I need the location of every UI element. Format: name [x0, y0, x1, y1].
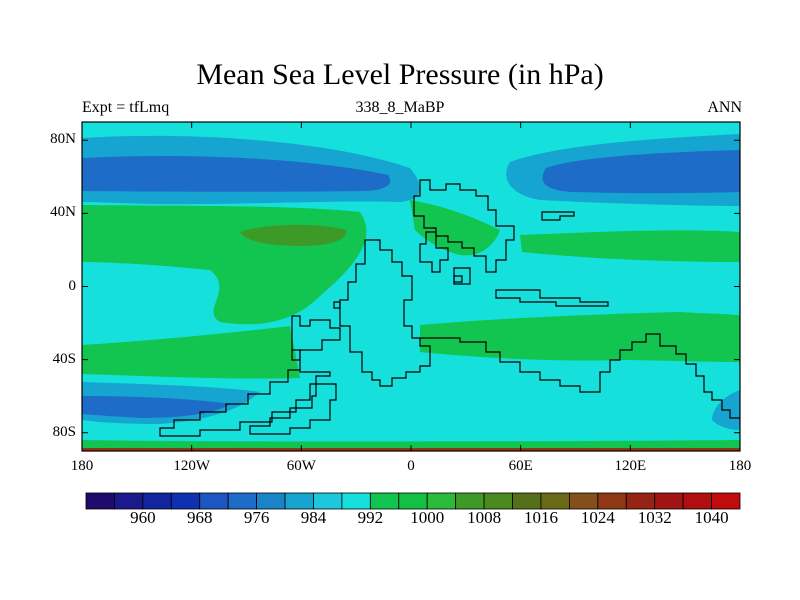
- colorbar-cell: [398, 492, 428, 510]
- colorbar-cell: [313, 492, 343, 510]
- x-tick-label: 60E: [508, 458, 533, 474]
- colorbar-cell: [142, 492, 172, 510]
- coast-south-chain-1: [159, 349, 331, 437]
- y-tick-label: 80S: [52, 423, 76, 440]
- tick-marks: [81, 122, 741, 451]
- colorbar-cell: [256, 492, 286, 510]
- field-north-green-asia: [410, 200, 500, 256]
- colorbar-cell: [568, 492, 599, 510]
- colorbar-cell: [369, 492, 400, 510]
- colorbar-cell: [711, 492, 741, 510]
- coast-south-chain-2: [249, 383, 337, 435]
- x-tick-label: 0: [407, 458, 415, 474]
- colorbar-cell: [512, 492, 542, 510]
- field-north-green-pacific: [520, 230, 740, 262]
- field-north-high-core: [240, 224, 347, 246]
- colorbar-cell: [625, 492, 656, 510]
- colorbar-label: 968: [186, 508, 213, 527]
- colorbar-cell: [426, 492, 457, 510]
- colorbar-cell: [540, 492, 570, 510]
- field-north-low-west-core: [82, 155, 391, 192]
- x-tick-label: 180: [728, 458, 752, 474]
- x-tick-label: 120W: [173, 458, 210, 474]
- coast-small-island-2: [453, 275, 463, 283]
- colorbar-cell: [654, 492, 684, 510]
- y-tick-label: 0: [68, 277, 77, 294]
- colorbar-label: 1032: [637, 508, 672, 527]
- field-south-low-core: [82, 396, 230, 418]
- field-north-low-east-core: [542, 150, 740, 194]
- chart-title: Mean Sea Level Pressure (in hPa): [196, 58, 604, 91]
- field-south-green-indian: [420, 312, 740, 362]
- x-tick-label: 60W: [286, 458, 316, 474]
- colorbar-label: 1024: [580, 508, 615, 527]
- colorbar-label: 976: [243, 508, 270, 527]
- colorbar-label: 1008: [467, 508, 502, 527]
- colorbar-label: 984: [300, 508, 327, 527]
- colorbar-cell: [227, 492, 258, 510]
- colorbar-cell: [199, 492, 229, 510]
- colorbar-label: 1016: [523, 508, 558, 527]
- y-tick-label: 40N: [50, 204, 76, 221]
- experiment-label: Expt = tfLmq: [82, 99, 170, 116]
- coast-eurasia: [413, 179, 515, 273]
- colorbar-label: 992: [357, 508, 384, 527]
- colorbar-cell: [114, 492, 144, 510]
- colorbar-cell: [85, 492, 115, 510]
- colorbar-cell: [455, 492, 485, 510]
- coast-africa: [419, 231, 449, 273]
- colorbar-cell: [170, 492, 201, 510]
- colorbar-label: 1000: [410, 508, 445, 527]
- colorbar-cell: [682, 492, 712, 510]
- coast-pacific-islands: [495, 289, 609, 307]
- coast-small-island: [333, 301, 341, 309]
- colorbar-cell: [341, 492, 371, 510]
- coast-south-east: [420, 333, 740, 419]
- x-tick-label: 120E: [614, 458, 647, 474]
- y-tick-label: 80N: [50, 131, 76, 148]
- colorbar-cell: [597, 492, 627, 510]
- colorbar-cell: [483, 492, 513, 510]
- colorbar-label: 960: [130, 508, 156, 527]
- coastlines: [159, 179, 740, 437]
- x-tick-label: 180: [70, 458, 94, 474]
- period-label: 338_8_MaBP: [355, 99, 445, 116]
- field-south-green: [82, 326, 300, 379]
- colorbar-label: 1040: [694, 508, 729, 527]
- season-label: ANN: [707, 99, 742, 116]
- coast-americas: [339, 239, 431, 387]
- y-tick-label: 40S: [52, 350, 76, 367]
- coast-east-asia: [541, 211, 575, 221]
- colorbar-cell: [284, 492, 314, 510]
